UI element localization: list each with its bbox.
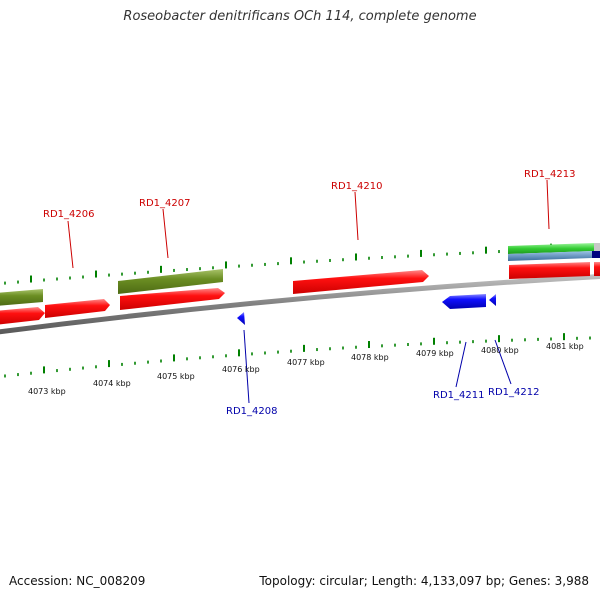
leader-rd1-4210 — [354, 191, 359, 241]
forward-cds-left — [0, 307, 45, 325]
forward-cds-4207 — [120, 288, 225, 310]
leader-rd1-4208 — [243, 329, 250, 404]
steelblue-feature-4213 — [508, 251, 592, 261]
scale-label-4073: 4073 kbp — [28, 387, 66, 396]
topology-text: Topology: circular; Length: 4,133,097 bp… — [259, 574, 589, 588]
forward-cds-4210 — [293, 270, 429, 294]
forward-cds-4206 — [45, 299, 110, 318]
map-title: Roseobacter denitrificans OCh 114, compl… — [123, 9, 477, 24]
scale-label-4079: 4079 kbp — [416, 349, 454, 358]
forward-cds-right — [594, 262, 600, 276]
scale-label-4081: 4081 kbp — [546, 342, 584, 351]
leader-rd1-4206 — [67, 220, 74, 269]
genome-backbone — [0, 274, 600, 335]
scale-label-4075: 4075 kbp — [157, 372, 195, 381]
leader-rd1-4211 — [455, 341, 467, 388]
gray-feature-right — [594, 243, 600, 251]
scale-label-4080: 4080 kbp — [481, 346, 519, 355]
leader-rd1-4207 — [162, 208, 169, 259]
navy-feature-right — [592, 251, 600, 258]
green-feature-4213 — [508, 243, 594, 254]
accession-text: Accession: NC_008209 — [9, 574, 146, 588]
gene-label-rd1-4208: RD1_4208 — [226, 406, 277, 417]
reverse-cds-4208 — [237, 312, 245, 325]
gene-label-rd1-4210: RD1_4210 — [331, 181, 382, 192]
scale-label-4076: 4076 kbp — [222, 365, 260, 374]
scale-label-4077: 4077 kbp — [287, 358, 325, 367]
forward-cds-4213 — [509, 262, 590, 279]
olive-feature-left — [0, 289, 43, 306]
gene-label-rd1-4207: RD1_4207 — [139, 198, 190, 209]
olive-feature-4207 — [118, 269, 223, 294]
reverse-cds-4212 — [489, 294, 496, 306]
scale-label-4074: 4074 kbp — [93, 379, 131, 388]
scale-label-4078: 4078 kbp — [351, 353, 389, 362]
outer-tick-marks — [4, 243, 591, 285]
leader-rd1-4212 — [494, 339, 512, 385]
gene-label-rd1-4212: RD1_4212 — [488, 387, 539, 398]
inner-tick-marks — [4, 333, 591, 378]
gene-label-rd1-4206: RD1_4206 — [43, 209, 94, 220]
gene-label-rd1-4211: RD1_4211 — [433, 390, 484, 401]
reverse-cds-4211 — [442, 294, 486, 309]
gene-label-rd1-4213: RD1_4213 — [524, 169, 575, 180]
leader-rd1-4213 — [546, 179, 550, 230]
